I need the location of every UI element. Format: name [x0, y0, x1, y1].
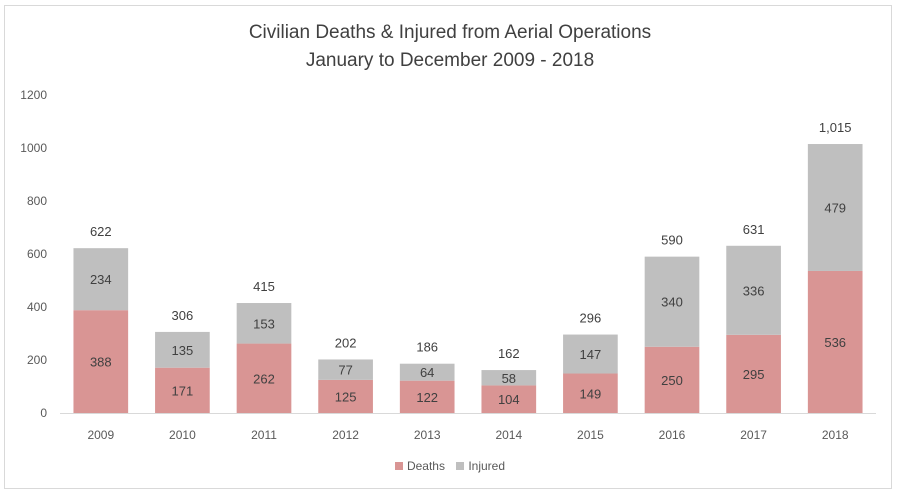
bar-deaths [318, 379, 373, 413]
legend-item-deaths: Deaths [394, 459, 445, 473]
bar-deaths [236, 343, 292, 413]
data-label-injured: 479 [824, 200, 846, 215]
total-label: 590 [661, 233, 683, 248]
total-label: 415 [253, 279, 275, 294]
data-label-deaths: 295 [743, 367, 765, 382]
x-tick-label: 2015 [577, 428, 604, 442]
chart-title: Civilian Deaths & Injured from Aerial Op… [248, 22, 652, 43]
data-label-deaths: 250 [661, 373, 683, 388]
y-tick-label: 0 [40, 406, 47, 420]
total-label: 296 [580, 311, 602, 326]
data-label-injured: 336 [743, 283, 765, 298]
bar-injured [236, 303, 292, 344]
bar-deaths [399, 380, 455, 413]
x-tick-label: 2013 [414, 428, 441, 442]
total-label: 186 [416, 340, 438, 355]
data-label-injured: 77 [338, 363, 352, 378]
y-tick-label: 200 [27, 353, 47, 367]
bar-injured [399, 363, 455, 381]
data-label-injured: 234 [90, 272, 112, 287]
bar-injured [807, 144, 863, 271]
legend-label-injured: Injured [468, 459, 506, 473]
x-tick-label: 2011 [251, 428, 277, 442]
x-tick-label: 2009 [87, 428, 114, 442]
bar-deaths [563, 373, 618, 413]
x-tick-label: 2012 [332, 428, 359, 442]
bar-deaths [73, 310, 129, 413]
total-label: 631 [743, 222, 765, 237]
y-tick-label: 1200 [20, 88, 47, 102]
total-label: 1,015 [819, 120, 852, 135]
y-tick-label: 600 [27, 247, 47, 261]
legend-item-injured: Injured [456, 459, 505, 473]
y-tick-label: 1000 [20, 141, 47, 155]
data-label-deaths: 104 [498, 392, 520, 407]
data-label-deaths: 125 [335, 389, 357, 404]
data-label-deaths: 388 [90, 355, 112, 370]
data-label-deaths: 122 [416, 390, 438, 405]
bar-deaths [481, 385, 537, 413]
bar-injured [726, 245, 781, 335]
x-tick-label: 2016 [659, 428, 686, 442]
x-tick-label: 2010 [169, 428, 196, 442]
x-tick-label: 2017 [740, 428, 767, 442]
bar-injured [155, 331, 210, 368]
bar-deaths [807, 270, 863, 413]
bar-deaths [155, 367, 210, 413]
bar-injured [73, 248, 129, 311]
data-label-deaths: 262 [253, 371, 275, 386]
data-label-injured: 58 [502, 371, 516, 386]
legend: Deaths Injured [0, 459, 900, 473]
y-tick-label: 800 [27, 194, 47, 208]
data-label-injured: 64 [420, 365, 434, 380]
data-label-injured: 153 [253, 316, 275, 331]
data-label-deaths: 536 [824, 335, 846, 350]
total-label: 202 [335, 335, 357, 350]
total-label: 622 [90, 224, 112, 239]
bar-deaths [726, 334, 781, 413]
data-label-injured: 147 [580, 347, 602, 362]
legend-swatch-injured [456, 462, 465, 470]
data-label-deaths: 171 [172, 383, 194, 398]
total-label: 306 [172, 308, 194, 323]
data-label-deaths: 149 [580, 386, 602, 401]
bar-injured [318, 359, 373, 380]
legend-label-deaths: Deaths [406, 459, 445, 473]
total-label: 162 [498, 346, 520, 361]
x-tick-label: 2018 [822, 428, 849, 442]
data-label-injured: 135 [172, 343, 194, 358]
chart-subtitle: January to December 2009 - 2018 [305, 50, 595, 71]
bar-injured [481, 370, 537, 386]
data-label-injured: 340 [661, 295, 683, 310]
x-tick-label: 2014 [495, 428, 522, 442]
bar-injured [644, 256, 700, 347]
legend-swatch-deaths [394, 462, 403, 470]
bar-deaths [644, 346, 700, 413]
y-tick-label: 400 [27, 300, 47, 314]
bar-injured [563, 334, 618, 374]
